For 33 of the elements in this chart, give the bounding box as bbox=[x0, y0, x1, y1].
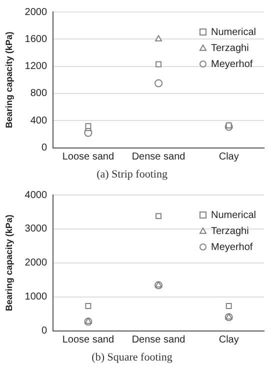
text: (b) Square footing bbox=[92, 351, 173, 364]
point bbox=[154, 35, 162, 42]
x-tick-label: Clay bbox=[218, 152, 239, 163]
point bbox=[85, 303, 92, 309]
legend-label: Meyerhof bbox=[210, 242, 253, 253]
x-tick-label: Loose sand bbox=[62, 152, 114, 163]
y-tick-label: 800 bbox=[30, 88, 48, 100]
text: (a) Strip footing bbox=[96, 168, 168, 180]
y-axis-title: Bearing capacity (kPa) bbox=[4, 214, 14, 312]
legend-label: Terzaghi bbox=[210, 42, 249, 54]
legend-label: Terzaghi bbox=[210, 226, 249, 237]
x-tick-label: Loose sand bbox=[62, 334, 114, 346]
y-tick-label: 0 bbox=[41, 326, 48, 337]
y-tick-label: 1000 bbox=[24, 292, 48, 303]
y-tick-label: 3000 bbox=[24, 224, 48, 235]
x-tick-label: Dense sand bbox=[132, 152, 186, 163]
point bbox=[156, 61, 162, 68]
y-axis-title: Bearing capacity (kPa) bbox=[4, 32, 14, 128]
legend-label: Meyerhof bbox=[210, 58, 253, 70]
x-tick-label: Dense sand bbox=[132, 334, 186, 346]
y-tick-label: 4000 bbox=[24, 190, 48, 201]
legend-label: Numerical bbox=[210, 26, 256, 38]
point bbox=[226, 303, 232, 309]
y-tick-label: 400 bbox=[30, 115, 48, 126]
legend-label: Numerical bbox=[210, 210, 256, 221]
y-tick-label: 2000 bbox=[24, 6, 48, 18]
x-tick-label: Clay bbox=[218, 334, 239, 346]
y-tick-label: 2000 bbox=[24, 258, 48, 269]
point bbox=[154, 79, 163, 88]
y-tick-label: 1200 bbox=[24, 61, 48, 72]
point bbox=[156, 213, 162, 220]
y-tick-label: 0 bbox=[41, 142, 48, 154]
y-tick-label: 1600 bbox=[24, 34, 48, 45]
